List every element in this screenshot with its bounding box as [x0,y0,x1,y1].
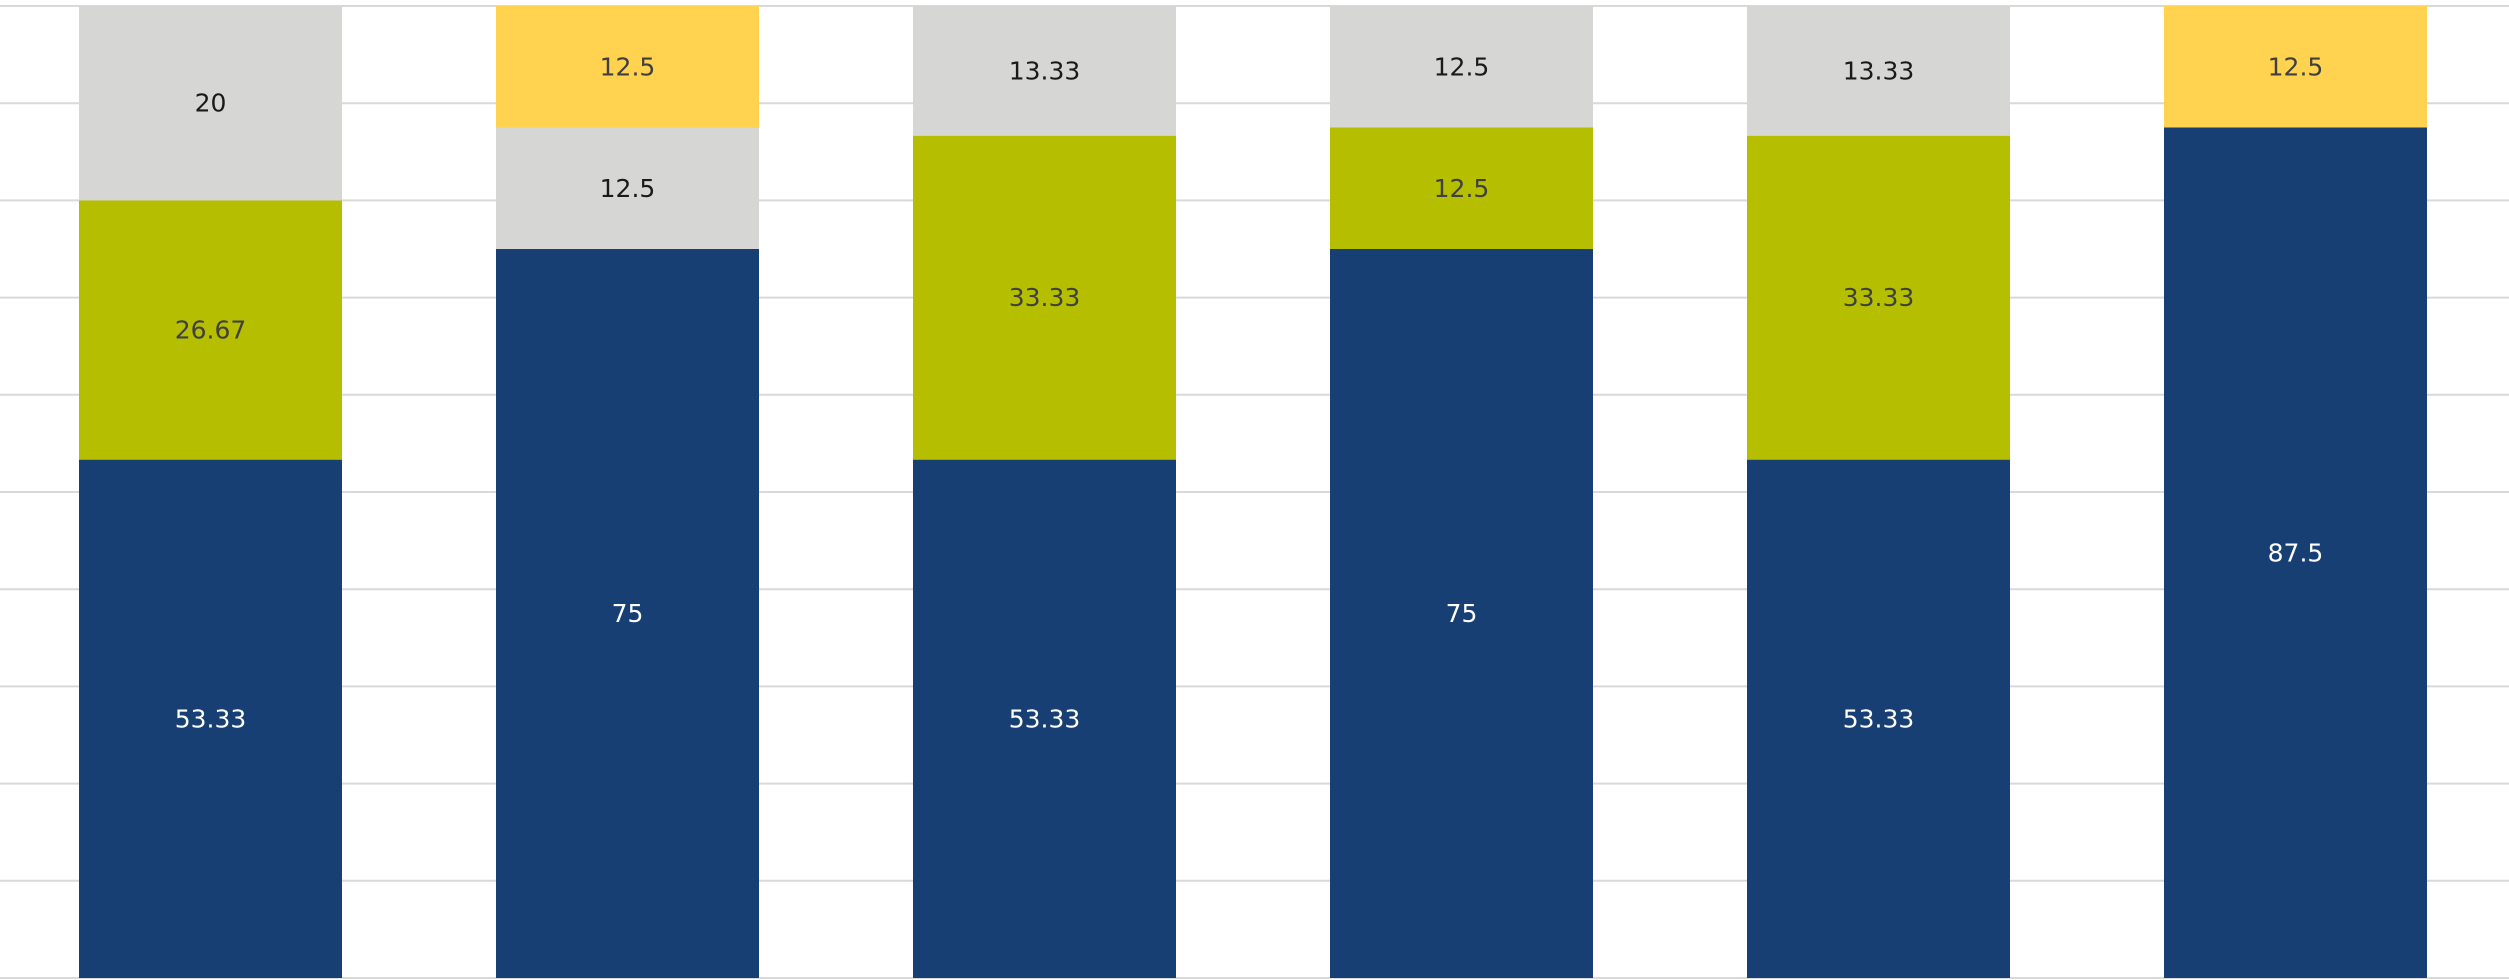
bar-segment [79,200,342,460]
data-label: 75 [1446,599,1478,628]
data-label: 12.5 [600,174,656,203]
data-label: 13.33 [1843,56,1915,85]
bar-segment [79,6,342,201]
data-label: 20 [195,89,227,118]
data-label: 12.5 [2268,52,2324,81]
bar-segment [913,6,1176,136]
data-label: 13.33 [1009,56,1081,85]
bar-segment [496,127,759,249]
data-label: 53.33 [175,704,247,733]
data-label: 53.33 [1009,704,1081,733]
data-label: 12.5 [1434,52,1490,81]
bar-segment [1330,249,1593,978]
bar-segment [1747,6,2010,136]
bar-segment [1330,127,1593,249]
bar-segment [1747,459,2010,978]
bar-segment [79,459,342,978]
gridlines [0,5,2509,979]
data-label: 12.5 [1434,174,1490,203]
bar-segment [1330,6,1593,128]
data-label: 87.5 [2268,538,2324,567]
bar-segment [2164,6,2427,128]
data-label: 12.5 [600,52,656,81]
data-label: 26.67 [175,316,247,345]
data-label: 75 [612,599,644,628]
bar-segment [913,459,1176,978]
bar-segment [496,6,759,128]
bar-segment [2164,127,2427,978]
data-label: 53.33 [1843,704,1915,733]
data-label: 33.33 [1009,283,1081,312]
data-label: 33.33 [1843,283,1915,312]
bar-segment [1747,135,2010,460]
bar-stacks [79,6,2427,978]
bar-segment [496,249,759,978]
bar-segment [913,135,1176,460]
data-labels: 53.33 26.67 20 75 12.5 12.5 53.33 33.33 13.33 75 1… [175,52,2324,733]
